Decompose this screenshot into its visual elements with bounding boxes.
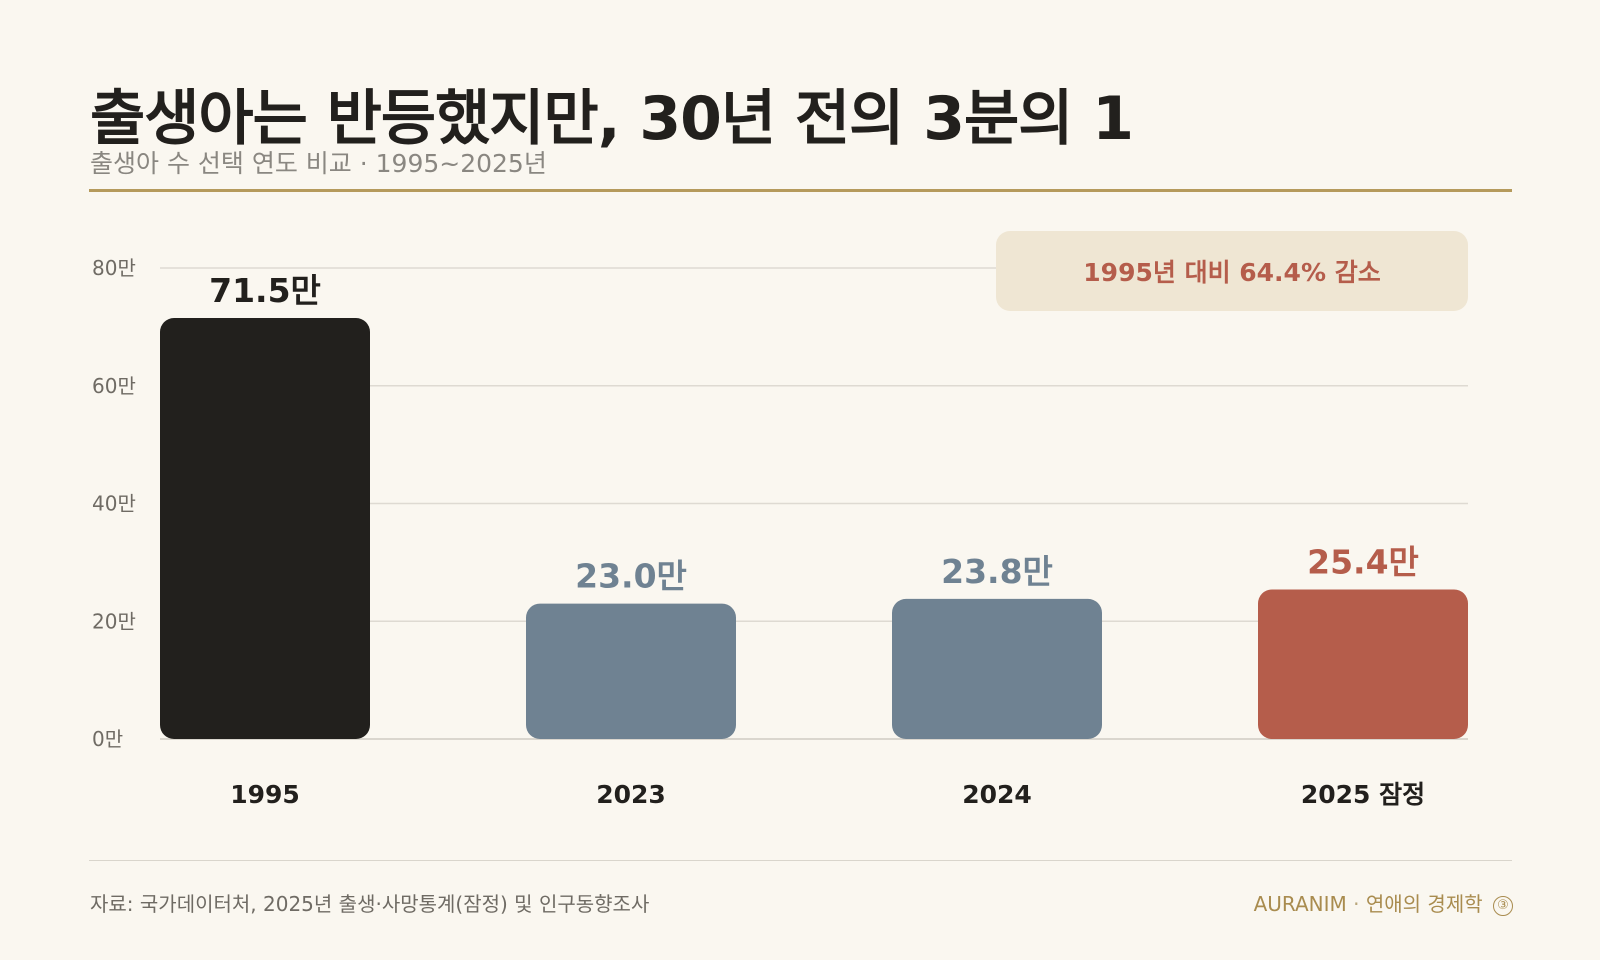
bar xyxy=(1258,589,1468,739)
y-tick-label: 60만 xyxy=(92,374,136,398)
series-name: 연애의 경제학 xyxy=(1365,892,1483,916)
bar xyxy=(526,603,736,739)
page-subtitle: 출생아 수 선택 연도 비교 · 1995~2025년 xyxy=(90,149,547,178)
bar xyxy=(160,318,370,739)
page-title: 출생아는 반등했지만, 30년 전의 3분의 1 xyxy=(90,84,1134,154)
bar-value-label: 25.4만 xyxy=(1307,542,1419,581)
x-tick-label: 2024 xyxy=(962,780,1032,809)
footer-divider xyxy=(89,860,1512,861)
header-divider xyxy=(89,189,1512,192)
source-note: 자료: 국가데이터처, 2025년 출생·사망통계(잠정) 및 인구동향조사 xyxy=(90,892,650,916)
brand-separator: · xyxy=(1353,892,1360,916)
y-tick-label: 80만 xyxy=(92,256,136,280)
bar-value-label: 71.5만 xyxy=(209,271,321,310)
x-tick-label: 1995 xyxy=(230,780,300,809)
decrease-annotation: 1995년 대비 64.4% 감소 xyxy=(996,231,1468,311)
bar-value-label: 23.0만 xyxy=(575,557,687,596)
brand-credit: AURANIM · 연애의 경제학 ③ xyxy=(1254,888,1513,917)
bar xyxy=(892,598,1102,739)
page-number: ③ xyxy=(1493,895,1513,916)
y-tick-label: 0만 xyxy=(92,727,123,751)
x-tick-label: 2025 잠정 xyxy=(1301,780,1425,809)
bar-value-label: 23.8만 xyxy=(941,552,1053,591)
brand-name: AURANIM xyxy=(1253,892,1347,916)
x-tick-label: 2023 xyxy=(596,780,666,809)
y-tick-label: 20만 xyxy=(92,609,136,633)
y-tick-label: 40만 xyxy=(92,492,136,516)
